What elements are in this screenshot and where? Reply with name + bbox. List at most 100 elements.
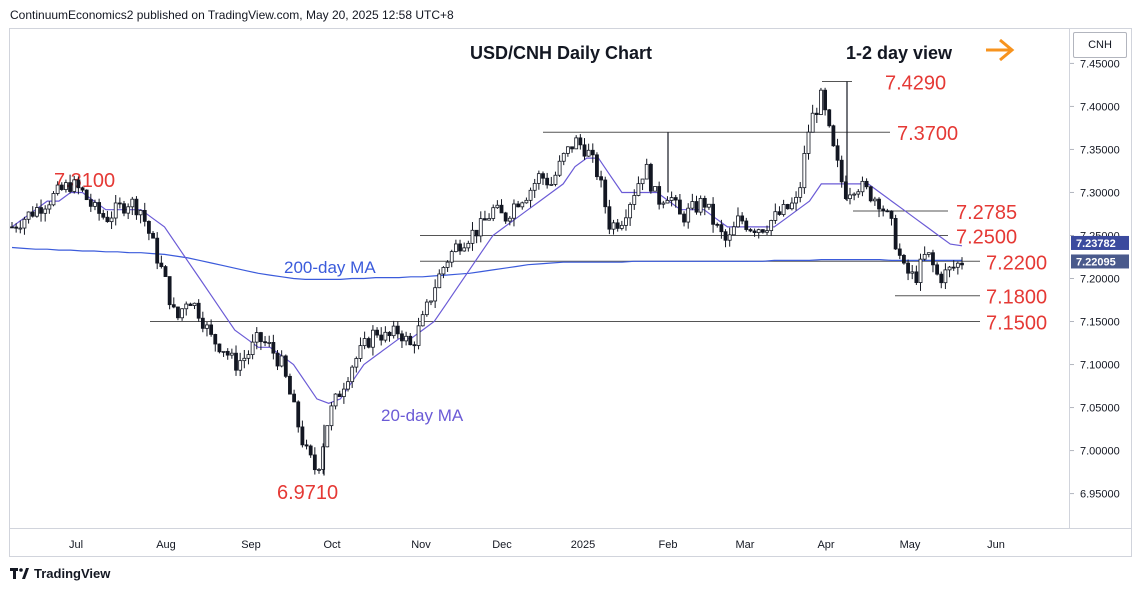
candle-body [51, 193, 56, 206]
candle-body [943, 269, 948, 284]
candle-body [590, 149, 595, 156]
candle-body [130, 198, 135, 208]
level-label: 7.1800 [986, 287, 1047, 309]
candle-body [524, 199, 529, 204]
candle-body [736, 215, 740, 228]
candle-body [229, 352, 234, 356]
candle-body [55, 184, 60, 194]
candle-body [914, 271, 919, 283]
candle-body [354, 358, 359, 368]
candle-body [379, 334, 384, 341]
symbol-badge[interactable]: CNH [1073, 32, 1127, 58]
candle-body [26, 211, 31, 220]
candle-body [860, 180, 865, 193]
candle-body [200, 317, 205, 329]
candle-body [893, 218, 898, 250]
candle-body [574, 137, 579, 150]
candle-body [93, 202, 97, 207]
candle-body [221, 350, 226, 353]
level-label: 7.4290 [885, 72, 946, 94]
candle-body [113, 202, 118, 219]
candle-body [337, 393, 342, 397]
candle-body [520, 202, 525, 208]
candle-body [570, 146, 574, 150]
candle-body [785, 204, 790, 210]
candle-body [532, 182, 537, 191]
candle-body [665, 200, 670, 204]
candle-body [408, 335, 413, 346]
candle-body [371, 329, 375, 348]
candle-body [296, 401, 301, 428]
candle-body [503, 212, 508, 222]
x-tick-label: Apr [817, 539, 834, 551]
chart-pane[interactable] [9, 28, 1070, 529]
candle-body [528, 189, 533, 201]
candle-body [242, 357, 247, 362]
candle-body [437, 273, 442, 289]
candle-body [329, 405, 334, 427]
price-axis[interactable] [1070, 28, 1132, 529]
candle-body [391, 325, 396, 337]
candle-body [88, 199, 93, 207]
candle-body [619, 224, 624, 229]
candle-body [690, 201, 695, 209]
candle-body [931, 252, 935, 266]
candle-body [719, 224, 724, 233]
tradingview-logo[interactable]: TradingView [10, 566, 110, 581]
candle-body [358, 345, 363, 359]
ma20-label: 20-day MA [381, 406, 464, 425]
candle-body [375, 329, 379, 336]
candle-body [159, 262, 164, 267]
candle-body [835, 145, 840, 161]
candle-body [84, 189, 89, 201]
candle-body [711, 203, 715, 225]
candle-body [698, 198, 703, 213]
chart-subtitle: 1-2 day view [846, 43, 953, 63]
candle-body [30, 211, 35, 217]
level-label: 7.1500 [986, 313, 1047, 335]
time-axis[interactable] [9, 529, 1132, 557]
candle-body [856, 191, 861, 195]
candle-body [155, 237, 160, 264]
tradingview-mark-icon [10, 567, 29, 579]
candle-body [171, 304, 176, 308]
candle-body [495, 204, 500, 209]
candle-body [142, 209, 147, 222]
candle-body [926, 252, 931, 255]
candle-body [246, 354, 251, 359]
candle-body [910, 271, 915, 274]
candle-body [516, 203, 521, 208]
candle-body [10, 226, 14, 229]
candle-body [341, 388, 346, 397]
y-tick-label: 7.05000 [1080, 403, 1120, 415]
candle-body [288, 375, 292, 395]
candle-body [167, 276, 172, 306]
candle-body [810, 112, 815, 133]
candle-body [424, 301, 429, 316]
candle-body [213, 334, 218, 345]
x-tick-label: Sep [241, 539, 261, 551]
candle-body [889, 210, 894, 219]
candle-body [648, 163, 653, 192]
candle-body [922, 253, 927, 260]
candle-body [955, 262, 960, 268]
candle-body [491, 207, 496, 219]
candle-body [678, 199, 682, 215]
candle-body [661, 202, 666, 205]
candle-body [292, 393, 296, 403]
candle-body [312, 454, 317, 471]
candle-body [449, 251, 454, 263]
candle-body [279, 355, 284, 367]
y-tick-label: 7.20000 [1080, 274, 1120, 286]
candle-body [126, 206, 131, 214]
candle-body [723, 231, 728, 241]
candle-body [300, 426, 305, 446]
candle-body [433, 287, 438, 302]
candle-body [400, 333, 404, 342]
x-tick-label: Jul [69, 539, 83, 551]
candle-body [872, 198, 877, 202]
candle-body [271, 342, 276, 354]
candle-body [897, 248, 902, 256]
price-tag-box [1071, 254, 1129, 269]
candle-body [607, 206, 612, 230]
